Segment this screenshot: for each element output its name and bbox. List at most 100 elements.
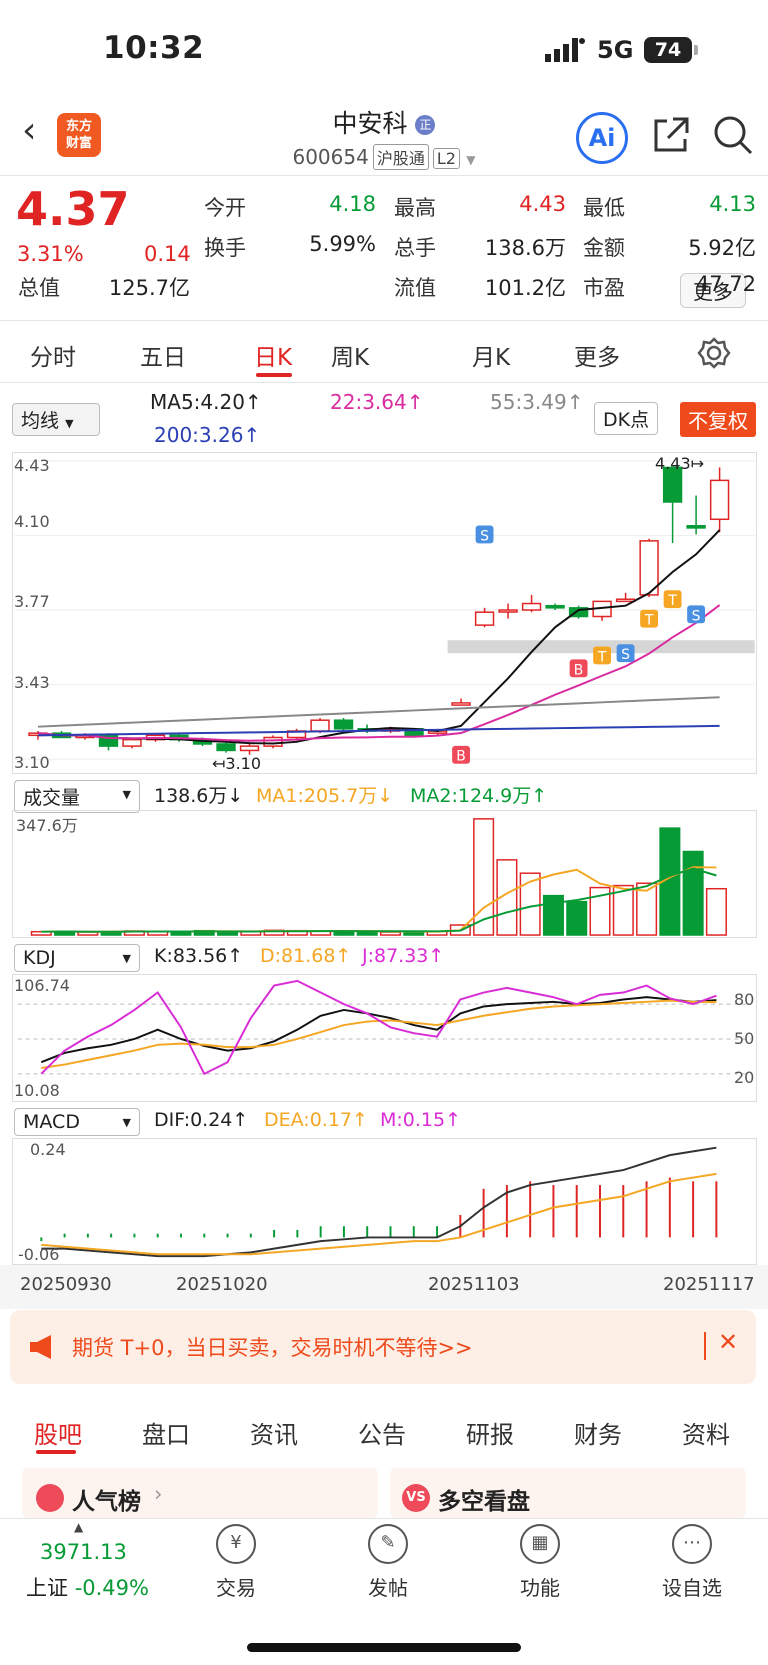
- tab-3[interactable]: 周K: [331, 345, 370, 371]
- stock-title: 中安科: [332, 109, 408, 138]
- ma-select-label: 均线: [21, 410, 60, 432]
- title-badge: 正: [415, 115, 436, 135]
- signal-marker: [475, 525, 494, 544]
- volume-bar: [659, 827, 681, 936]
- no-adjust-button[interactable]: 不复权: [680, 402, 756, 437]
- trade-icon[interactable]: ¥: [216, 1524, 256, 1564]
- kdj-d: D:81.68↑: [260, 945, 352, 967]
- info-tab-6[interactable]: 资料: [682, 1421, 730, 1449]
- bottom-nav-label[interactable]: 发帖: [368, 1576, 408, 1600]
- close-icon[interactable]: ✕: [718, 1328, 739, 1356]
- clock: 10:32: [103, 30, 205, 66]
- more-button[interactable]: 更多: [680, 273, 746, 308]
- popularity-title: 人气榜: [72, 1489, 141, 1515]
- macd-ymax: 0.24: [30, 1140, 66, 1159]
- kdj-line: [40, 996, 717, 1064]
- signal-marker-label: T: [644, 613, 654, 629]
- index-name: 上证: [26, 1576, 68, 1600]
- candle-body: [498, 609, 518, 613]
- candle-body: [122, 738, 142, 747]
- ma200-label: 200:3.26↑: [154, 423, 261, 447]
- chevron-down-icon: ▼: [65, 417, 74, 430]
- macd-dea: DEA:0.17↑: [264, 1109, 368, 1131]
- kdj-select-label: KDJ: [23, 947, 56, 969]
- volume-chart[interactable]: [12, 810, 757, 938]
- post-icon[interactable]: ✎: [368, 1524, 408, 1564]
- info-tab-0[interactable]: 股吧: [34, 1421, 82, 1449]
- index-row[interactable]: 上证 -0.49%: [26, 1572, 149, 1602]
- info-tab-2[interactable]: 资讯: [250, 1421, 298, 1449]
- kdj-line: [41, 999, 717, 1069]
- volume-bar: [496, 859, 518, 936]
- quote-key: 最高: [394, 196, 436, 220]
- ma-select[interactable]: 均线 ▼: [12, 403, 100, 436]
- bottom-nav-label[interactable]: 交易: [216, 1576, 256, 1600]
- info-tab-4[interactable]: 研报: [466, 1421, 514, 1449]
- info-tab-1[interactable]: 盘口: [142, 1421, 190, 1449]
- tab-2[interactable]: 日K: [254, 345, 293, 371]
- signal-marker-label: T: [597, 649, 607, 665]
- volume-select[interactable]: 成交量 ▼: [14, 780, 140, 813]
- watchlist-icon[interactable]: ⋯: [672, 1524, 712, 1564]
- chevron-down-icon: ▼: [122, 1116, 131, 1129]
- info-tab-5[interactable]: 财务: [574, 1421, 622, 1449]
- quote-value: 5.92亿: [688, 236, 756, 260]
- tab-5[interactable]: 更多: [574, 345, 620, 371]
- signal-marker-label: S: [692, 608, 701, 624]
- home-indicator: [247, 1643, 521, 1652]
- tab-underline: [256, 373, 292, 377]
- tab-1[interactable]: 五日: [140, 345, 186, 371]
- candle-body: [239, 745, 260, 752]
- function-icon[interactable]: ▦: [520, 1524, 560, 1564]
- volume-bar: [473, 818, 495, 936]
- macd-chart[interactable]: [12, 1138, 757, 1265]
- l2-tag: L2: [432, 148, 460, 169]
- banner-text: 期货 T+0，当日买卖，交易时机不等待>>: [72, 1336, 473, 1360]
- macd-select[interactable]: MACD ▼: [14, 1108, 140, 1136]
- signal-marker: [640, 609, 659, 628]
- kdj-chart[interactable]: [12, 974, 757, 1102]
- back-chevron-icon[interactable]: ‹: [22, 110, 37, 151]
- high-marker-label: 4.43: [655, 454, 691, 473]
- candle-body: [662, 466, 683, 503]
- date-1: 20250930: [20, 1274, 112, 1295]
- up-arrow-icon: ▲: [74, 1520, 84, 1534]
- quote-value: 5.99%: [309, 232, 376, 256]
- quote-key: 最低: [583, 196, 625, 220]
- signal-marker-label: B: [456, 749, 466, 765]
- macd-line: [41, 1172, 717, 1256]
- tab-4[interactable]: 月K: [472, 345, 511, 371]
- battery-icon: 74: [644, 37, 692, 63]
- k-ymin: 3.10: [14, 753, 50, 772]
- share-icon[interactable]: [651, 115, 691, 155]
- signal-icon: [545, 38, 585, 62]
- ai-button[interactable]: Ai: [576, 112, 628, 164]
- dk-point-button[interactable]: DK点: [594, 402, 659, 435]
- bull-bear-card[interactable]: [390, 1468, 746, 1518]
- date-3: 20251103: [428, 1274, 520, 1295]
- quote-value: 138.6万: [484, 236, 566, 260]
- quote-key: 总手: [394, 236, 436, 260]
- search-icon[interactable]: [712, 114, 754, 156]
- bottom-nav-label[interactable]: 设自选: [662, 1576, 722, 1600]
- index-value[interactable]: 3971.13: [40, 1540, 127, 1564]
- kdj-l50: 50: [734, 1029, 755, 1048]
- volume-bar: [519, 872, 541, 936]
- candle-body: [451, 702, 471, 706]
- info-tab-3[interactable]: 公告: [358, 1421, 406, 1449]
- candle-body: [263, 736, 283, 747]
- candle-body: [639, 540, 659, 596]
- bottom-nav-label[interactable]: 功能: [520, 1576, 560, 1600]
- stock-code-row[interactable]: 600654 沪股通 L2 ▼: [0, 144, 768, 170]
- k-y2: 4.10: [14, 512, 50, 531]
- kdj-select[interactable]: KDJ ▼: [14, 944, 140, 972]
- popularity-card[interactable]: [22, 1468, 378, 1518]
- tab-0[interactable]: 分时: [30, 345, 76, 371]
- divider: [0, 382, 768, 383]
- futures-banner[interactable]: [10, 1310, 756, 1384]
- quote-value: 4.43: [519, 192, 566, 216]
- settings-icon[interactable]: [697, 336, 731, 370]
- date-axis: [0, 1265, 768, 1309]
